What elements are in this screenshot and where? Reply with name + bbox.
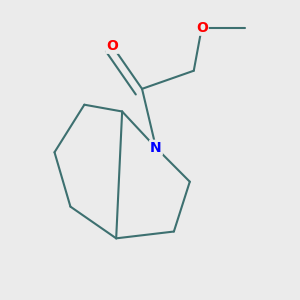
Text: O: O <box>196 21 208 35</box>
Text: O: O <box>106 39 118 53</box>
Text: N: N <box>150 141 162 155</box>
